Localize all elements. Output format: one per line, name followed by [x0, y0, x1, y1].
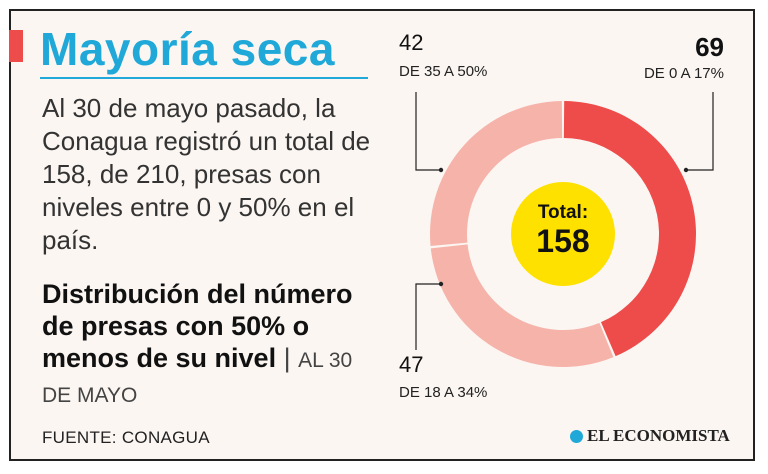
chart-subheading: Distribución del número de presas con 50… — [42, 278, 372, 412]
logo-globe-icon — [570, 429, 583, 443]
intro-text: Al 30 de mayo pasado, la Conagua registr… — [42, 93, 371, 255]
logo-text: EL ECONOMISTA — [587, 426, 730, 445]
donut-slice-2 — [430, 244, 614, 367]
slice-category-label-2: DE 18 A 34% — [399, 384, 487, 401]
page-title: Mayoría seca — [40, 23, 335, 75]
source-note: FUENTE: CONAGUA — [42, 428, 210, 447]
leader-dot-2 — [438, 281, 444, 287]
leader-line-3 — [415, 92, 441, 171]
center-total-disc — [511, 182, 615, 286]
leader-line-2 — [415, 283, 441, 350]
subheading-date: AL 30 DE MAYO — [42, 349, 353, 407]
publisher-logo: EL ECONOMISTA — [570, 426, 730, 446]
slice-value-label-3: 42 — [399, 30, 423, 55]
donut-slice-3 — [430, 101, 563, 247]
slice-category-label-3: DE 35 A 50% — [399, 63, 487, 80]
title-accent-bar — [9, 30, 23, 62]
infographic-frame — [9, 9, 755, 461]
slice-value-label-2: 47 — [399, 352, 423, 377]
subheading-main: Distribución del número de presas con 50… — [42, 279, 353, 373]
title-underline — [40, 77, 368, 79]
donut-slice-1 — [563, 101, 696, 357]
slice-value-label-1: 69 — [695, 32, 724, 62]
subheading-separator: | — [283, 343, 291, 373]
center-total-value: 158 — [536, 223, 589, 259]
leader-dot-3 — [438, 167, 444, 173]
leader-dot-1 — [683, 167, 689, 173]
center-total-label: Total: — [538, 202, 588, 223]
slice-category-label-1: DE 0 A 17% — [644, 65, 724, 82]
leader-line-1 — [686, 92, 714, 171]
